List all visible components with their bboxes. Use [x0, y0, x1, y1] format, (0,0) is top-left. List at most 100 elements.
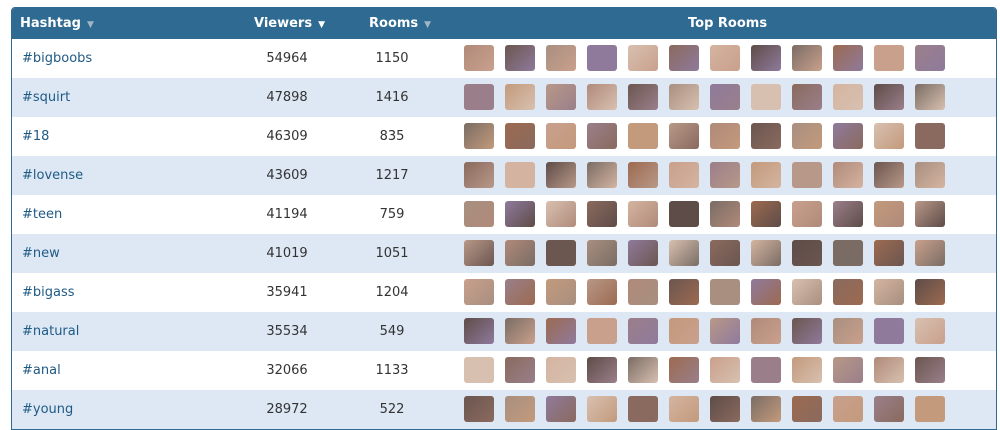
room-thumbnail[interactable]	[751, 318, 781, 344]
room-thumbnail[interactable]	[751, 162, 781, 188]
hashtag-link[interactable]: #18	[22, 129, 50, 144]
room-thumbnail[interactable]	[546, 240, 576, 266]
hashtag-link[interactable]: #lovense	[22, 168, 84, 183]
room-thumbnail[interactable]	[628, 201, 658, 227]
room-thumbnail[interactable]	[751, 357, 781, 383]
room-thumbnail[interactable]	[710, 162, 740, 188]
room-thumbnail[interactable]	[505, 201, 535, 227]
room-thumbnail[interactable]	[464, 201, 494, 227]
room-thumbnail[interactable]	[587, 45, 617, 71]
room-thumbnail[interactable]	[628, 84, 658, 110]
room-thumbnail[interactable]	[505, 279, 535, 305]
room-thumbnail[interactable]	[546, 84, 576, 110]
room-thumbnail[interactable]	[751, 201, 781, 227]
room-thumbnail[interactable]	[546, 45, 576, 71]
room-thumbnail[interactable]	[669, 45, 699, 71]
room-thumbnail[interactable]	[792, 162, 822, 188]
room-thumbnail[interactable]	[669, 201, 699, 227]
room-thumbnail[interactable]	[710, 318, 740, 344]
room-thumbnail[interactable]	[792, 45, 822, 71]
room-thumbnail[interactable]	[710, 201, 740, 227]
room-thumbnail[interactable]	[833, 162, 863, 188]
room-thumbnail[interactable]	[710, 84, 740, 110]
room-thumbnail[interactable]	[628, 162, 658, 188]
room-thumbnail[interactable]	[874, 318, 904, 344]
room-thumbnail[interactable]	[915, 318, 945, 344]
hashtag-link[interactable]: #squirt	[22, 90, 71, 105]
room-thumbnail[interactable]	[546, 396, 576, 422]
hashtag-link[interactable]: #young	[22, 402, 74, 417]
room-thumbnail[interactable]	[751, 396, 781, 422]
room-thumbnail[interactable]	[505, 162, 535, 188]
room-thumbnail[interactable]	[628, 123, 658, 149]
hashtag-link[interactable]: #teen	[22, 207, 63, 222]
room-thumbnail[interactable]	[792, 201, 822, 227]
room-thumbnail[interactable]	[669, 396, 699, 422]
room-thumbnail[interactable]	[505, 84, 535, 110]
room-thumbnail[interactable]	[628, 357, 658, 383]
room-thumbnail[interactable]	[710, 357, 740, 383]
room-thumbnail[interactable]	[587, 396, 617, 422]
room-thumbnail[interactable]	[710, 240, 740, 266]
room-thumbnail[interactable]	[464, 162, 494, 188]
room-thumbnail[interactable]	[792, 123, 822, 149]
room-thumbnail[interactable]	[915, 396, 945, 422]
room-thumbnail[interactable]	[833, 240, 863, 266]
hashtag-link[interactable]: #natural	[22, 324, 80, 339]
room-thumbnail[interactable]	[751, 123, 781, 149]
hashtag-link[interactable]: #bigass	[22, 285, 75, 300]
room-thumbnail[interactable]	[915, 84, 945, 110]
room-thumbnail[interactable]	[792, 279, 822, 305]
sort-rooms[interactable]: Rooms ▼	[369, 16, 432, 31]
room-thumbnail[interactable]	[546, 357, 576, 383]
room-thumbnail[interactable]	[833, 318, 863, 344]
room-thumbnail[interactable]	[505, 123, 535, 149]
room-thumbnail[interactable]	[710, 396, 740, 422]
room-thumbnail[interactable]	[464, 396, 494, 422]
room-thumbnail[interactable]	[587, 279, 617, 305]
room-thumbnail[interactable]	[751, 84, 781, 110]
room-thumbnail[interactable]	[669, 279, 699, 305]
room-thumbnail[interactable]	[628, 279, 658, 305]
room-thumbnail[interactable]	[710, 279, 740, 305]
room-thumbnail[interactable]	[464, 240, 494, 266]
room-thumbnail[interactable]	[546, 279, 576, 305]
room-thumbnail[interactable]	[874, 396, 904, 422]
room-thumbnail[interactable]	[505, 45, 535, 71]
room-thumbnail[interactable]	[587, 357, 617, 383]
room-thumbnail[interactable]	[833, 123, 863, 149]
room-thumbnail[interactable]	[546, 162, 576, 188]
room-thumbnail[interactable]	[669, 123, 699, 149]
room-thumbnail[interactable]	[464, 279, 494, 305]
room-thumbnail[interactable]	[669, 162, 699, 188]
room-thumbnail[interactable]	[505, 396, 535, 422]
room-thumbnail[interactable]	[505, 240, 535, 266]
room-thumbnail[interactable]	[587, 162, 617, 188]
room-thumbnail[interactable]	[669, 318, 699, 344]
room-thumbnail[interactable]	[464, 84, 494, 110]
room-thumbnail[interactable]	[874, 279, 904, 305]
room-thumbnail[interactable]	[792, 357, 822, 383]
room-thumbnail[interactable]	[751, 279, 781, 305]
room-thumbnail[interactable]	[546, 201, 576, 227]
room-thumbnail[interactable]	[464, 123, 494, 149]
room-thumbnail[interactable]	[874, 162, 904, 188]
hashtag-link[interactable]: #anal	[22, 363, 61, 378]
room-thumbnail[interactable]	[874, 357, 904, 383]
room-thumbnail[interactable]	[587, 318, 617, 344]
room-thumbnail[interactable]	[587, 84, 617, 110]
room-thumbnail[interactable]	[833, 357, 863, 383]
room-thumbnail[interactable]	[587, 201, 617, 227]
room-thumbnail[interactable]	[792, 396, 822, 422]
room-thumbnail[interactable]	[628, 318, 658, 344]
room-thumbnail[interactable]	[546, 318, 576, 344]
room-thumbnail[interactable]	[915, 357, 945, 383]
room-thumbnail[interactable]	[628, 396, 658, 422]
room-thumbnail[interactable]	[628, 45, 658, 71]
room-thumbnail[interactable]	[833, 201, 863, 227]
room-thumbnail[interactable]	[464, 318, 494, 344]
room-thumbnail[interactable]	[874, 201, 904, 227]
room-thumbnail[interactable]	[546, 123, 576, 149]
room-thumbnail[interactable]	[833, 396, 863, 422]
room-thumbnail[interactable]	[751, 240, 781, 266]
